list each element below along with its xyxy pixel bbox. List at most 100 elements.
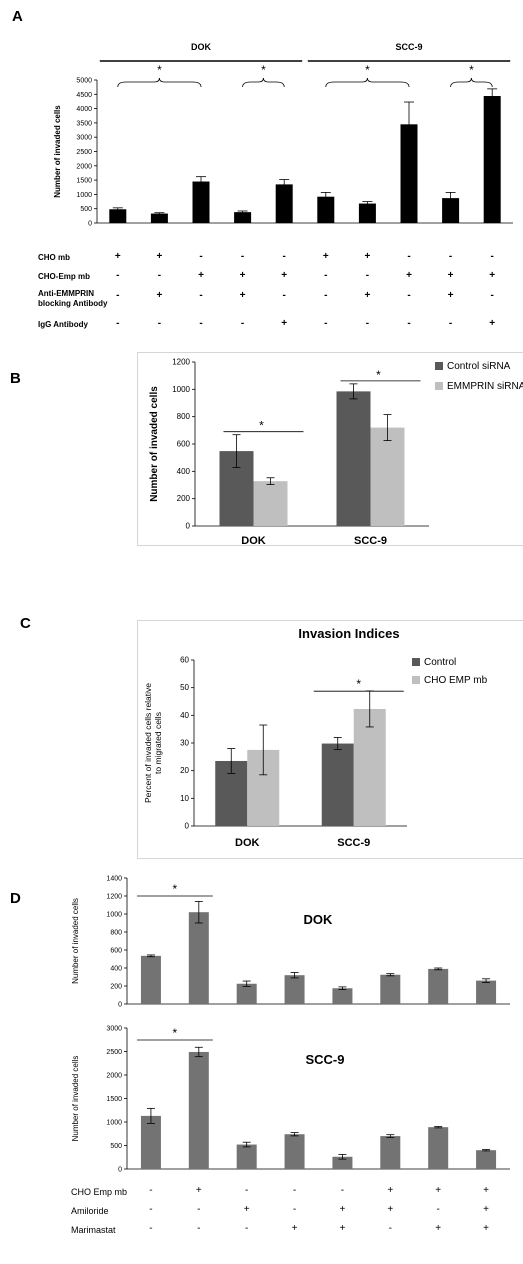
treatment-sign: - — [292, 1185, 297, 1196]
significance-star: * — [356, 677, 361, 691]
bar — [336, 391, 371, 526]
treatment-sign: - — [116, 270, 120, 281]
treatment-sign: - — [149, 1185, 153, 1196]
y-tick-label: 4000 — [76, 106, 92, 113]
treatment-sign: - — [292, 1204, 297, 1215]
y-tick-label: 3000 — [106, 1026, 122, 1033]
treatment-sign: - — [197, 1223, 201, 1234]
legend-label: CHO EMP mb — [424, 675, 488, 686]
y-tick-label: 500 — [80, 206, 92, 213]
treatment-sign: + — [239, 270, 246, 281]
treatment-sign: + — [387, 1204, 394, 1215]
y-tick-label: 5000 — [76, 78, 92, 85]
y-tick-label: 20 — [180, 766, 189, 775]
bar — [476, 980, 497, 1004]
treatment-sign: + — [489, 270, 496, 281]
significance-star: * — [376, 368, 381, 382]
bar — [236, 1144, 257, 1169]
y-tick-label: 200 — [177, 494, 191, 503]
y-tick-label: 1000 — [172, 385, 190, 394]
y-tick-label: 10 — [180, 794, 189, 803]
bar — [380, 1136, 401, 1169]
panel-letter-b: B — [10, 370, 21, 387]
y-tick-label: 500 — [110, 1143, 122, 1150]
treatment-sign: - — [157, 318, 162, 329]
treatment-sign: - — [388, 1223, 392, 1234]
y-tick-label: 40 — [180, 711, 189, 720]
y-tick-label: 200 — [110, 984, 122, 991]
y-tick-label: 600 — [110, 948, 122, 955]
significance-star: * — [173, 882, 178, 896]
y-tick-label: 800 — [177, 412, 191, 421]
chart-title: SCC-9 — [305, 1052, 344, 1067]
y-tick-label: 30 — [180, 739, 189, 748]
treatment-sign: + — [483, 1185, 489, 1196]
bar — [442, 198, 460, 223]
bar — [476, 1150, 497, 1169]
bar — [150, 213, 168, 223]
x-tick-label: DOK — [241, 535, 266, 547]
y-tick-label: 50 — [180, 683, 189, 692]
bar — [275, 184, 293, 223]
bar — [428, 968, 449, 1004]
y-axis-label: Number of invaded cells — [149, 386, 160, 502]
treatment-sign: - — [490, 251, 494, 262]
treatment-label: Amiloride — [71, 1206, 109, 1216]
legend-b-control: Control siRNA — [435, 361, 510, 372]
chart-c-frame — [137, 620, 523, 859]
treatment-sign: - — [407, 251, 411, 262]
treatment-sign: + — [483, 1223, 489, 1234]
treatment-sign: - — [149, 1223, 153, 1234]
treatment-sign: + — [339, 1204, 346, 1215]
treatment-sign: - — [407, 290, 411, 301]
treatment-sign: - — [490, 290, 494, 301]
y-tick-label: 1200 — [106, 894, 122, 901]
treatment-sign: + — [239, 290, 246, 301]
bar — [284, 1134, 305, 1169]
y-tick-label: 0 — [118, 1002, 122, 1009]
chart-b: 0 200 400 600 800 1000 1200 Number of invaded c… — [149, 358, 429, 547]
treatment-sign: + — [364, 251, 371, 262]
treatment-sign: + — [114, 251, 121, 262]
bar — [370, 427, 405, 526]
y-tick-label: 1500 — [106, 1096, 122, 1103]
treatment-sign: + — [387, 1185, 394, 1196]
bar — [253, 481, 288, 526]
treatment-sign: + — [156, 290, 163, 301]
significance-bracket — [450, 77, 493, 88]
significance-bracket — [117, 77, 202, 88]
bar — [109, 209, 127, 223]
treatment-sign: + — [281, 318, 288, 329]
bar — [358, 203, 376, 223]
treatment-sign: - — [245, 1223, 249, 1234]
treatment-sign: - — [365, 318, 370, 329]
treatment-sign: - — [282, 290, 286, 301]
bar — [188, 912, 209, 1004]
y-tick-label: 1000 — [106, 1120, 122, 1127]
treatment-sign: - — [240, 318, 245, 329]
treatment-sign: + — [281, 270, 288, 281]
y-tick-label: 2500 — [76, 149, 92, 156]
treatment-label: CHO-Emp mb — [38, 272, 90, 281]
y-tick-label: 3500 — [76, 120, 92, 127]
panel-letter-a: A — [12, 8, 23, 25]
treatment-sign: + — [243, 1204, 250, 1215]
bar — [353, 708, 386, 826]
treatment-sign: - — [116, 290, 120, 301]
treatment-sign: + — [447, 270, 454, 281]
legend-c-control: Control — [412, 657, 456, 668]
treatment-sign: + — [447, 290, 454, 301]
treatment-sign: - — [149, 1204, 153, 1215]
bar — [317, 196, 335, 223]
treatment-sign: + — [322, 251, 329, 262]
bar — [188, 1051, 209, 1169]
legend-label: Control — [424, 657, 457, 668]
significance-star: * — [261, 63, 266, 77]
treatment-sign: + — [195, 1185, 202, 1196]
chart-c: Invasion Indices 0 10 20 30 40 50 60 Percent of … — [143, 626, 407, 849]
y-tick-label: 4500 — [76, 92, 92, 99]
treatment-sign: + — [483, 1204, 489, 1215]
y-axis-label: Number of invaded cells — [53, 105, 62, 198]
y-tick-label: 60 — [180, 656, 189, 665]
chart-b-frame — [137, 352, 523, 546]
